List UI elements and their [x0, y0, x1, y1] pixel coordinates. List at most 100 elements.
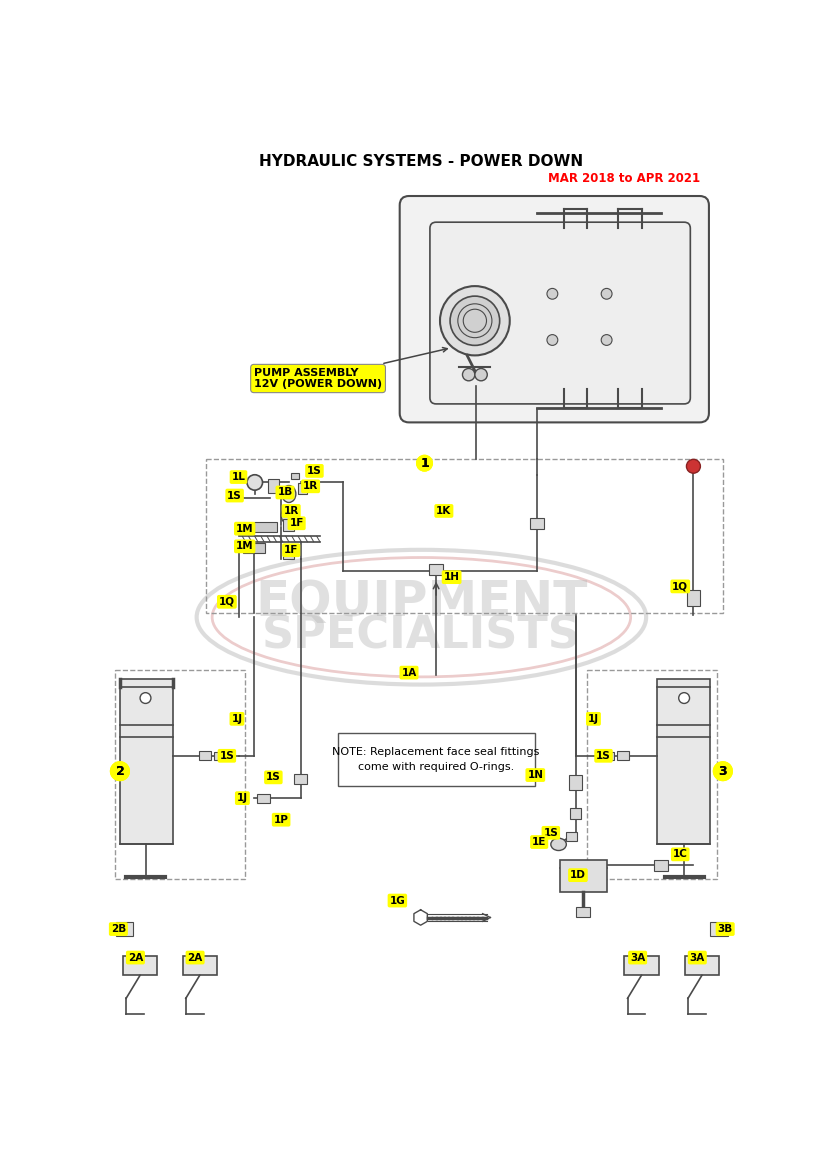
Circle shape — [686, 459, 700, 473]
Text: 1S: 1S — [227, 490, 242, 501]
Text: 1R: 1R — [303, 481, 319, 492]
Bar — [654, 860, 667, 870]
Text: 2: 2 — [115, 764, 124, 778]
Text: 3: 3 — [718, 764, 728, 778]
Circle shape — [247, 475, 263, 490]
Text: 1S: 1S — [266, 772, 281, 783]
Circle shape — [547, 289, 558, 299]
Text: 2A: 2A — [188, 953, 202, 962]
Ellipse shape — [282, 486, 295, 502]
Bar — [530, 518, 544, 529]
Text: 1J: 1J — [237, 793, 248, 803]
Text: 1E: 1E — [532, 836, 546, 847]
Text: 1B: 1B — [277, 487, 293, 497]
Bar — [429, 564, 443, 574]
Text: HYDRAULIC SYSTEMS - POWER DOWN: HYDRAULIC SYSTEMS - POWER DOWN — [259, 154, 584, 169]
Bar — [560, 860, 607, 892]
Bar — [687, 591, 700, 606]
Circle shape — [416, 454, 433, 472]
Circle shape — [463, 368, 475, 381]
Bar — [588, 670, 718, 880]
Text: 1J: 1J — [588, 714, 599, 723]
Text: 1J: 1J — [231, 714, 243, 723]
Bar — [123, 956, 157, 975]
Circle shape — [475, 368, 487, 381]
Circle shape — [713, 761, 733, 782]
Bar — [298, 483, 308, 494]
Circle shape — [450, 296, 500, 345]
Text: 1N: 1N — [528, 770, 543, 781]
Text: 1S: 1S — [543, 828, 558, 838]
Bar — [283, 545, 295, 559]
Text: 1D: 1D — [570, 870, 586, 880]
Bar — [268, 479, 279, 493]
Bar — [570, 809, 581, 819]
Text: PUMP ASSEMBLY
12V (POWER DOWN): PUMP ASSEMBLY 12V (POWER DOWN) — [254, 347, 447, 389]
Bar — [576, 908, 590, 917]
Text: 1P: 1P — [274, 814, 289, 825]
Text: 3A: 3A — [690, 953, 705, 962]
Text: 1K: 1K — [436, 506, 452, 516]
Circle shape — [601, 334, 612, 345]
Text: 1C: 1C — [673, 849, 688, 860]
Text: 1S: 1S — [307, 466, 322, 475]
Circle shape — [679, 693, 690, 704]
Text: 1M: 1M — [236, 542, 253, 551]
Bar — [183, 956, 216, 975]
Bar — [607, 751, 615, 760]
Circle shape — [601, 289, 612, 299]
Text: 3: 3 — [718, 764, 728, 778]
Circle shape — [440, 287, 509, 355]
Text: 2A: 2A — [128, 953, 143, 962]
Bar — [254, 522, 277, 531]
Circle shape — [140, 693, 151, 704]
Bar — [120, 679, 173, 845]
Bar — [214, 751, 221, 760]
Bar — [657, 679, 709, 845]
Ellipse shape — [551, 838, 566, 850]
Bar — [114, 670, 244, 880]
Bar — [625, 956, 658, 975]
Text: 2: 2 — [115, 764, 124, 778]
Text: 1Q: 1Q — [219, 596, 235, 607]
Circle shape — [109, 761, 130, 782]
Bar — [685, 956, 719, 975]
Circle shape — [109, 761, 130, 782]
Circle shape — [416, 454, 433, 472]
Bar — [566, 832, 577, 841]
Bar — [570, 775, 582, 790]
Bar — [116, 923, 133, 935]
Bar — [257, 793, 269, 803]
Text: 3B: 3B — [718, 924, 732, 934]
Circle shape — [713, 761, 733, 782]
Text: 1R: 1R — [284, 506, 299, 516]
Text: MAR 2018 to APR 2021: MAR 2018 to APR 2021 — [547, 172, 700, 185]
Bar — [291, 473, 299, 479]
Bar — [206, 459, 723, 613]
Bar — [199, 751, 212, 761]
Text: EQUIPMENT: EQUIPMENT — [255, 578, 588, 626]
Circle shape — [547, 334, 558, 345]
Text: 1F: 1F — [284, 545, 299, 556]
Bar — [243, 543, 265, 553]
Text: 3A: 3A — [630, 953, 645, 962]
Text: 1S: 1S — [596, 750, 611, 761]
Text: SPECIALISTS: SPECIALISTS — [262, 615, 581, 658]
Bar — [295, 775, 307, 784]
Text: NOTE: Replacement face seal fittings
come with required O-rings.: NOTE: Replacement face seal fittings com… — [332, 747, 540, 772]
Bar — [283, 518, 295, 531]
Text: 1F: 1F — [290, 518, 304, 528]
FancyBboxPatch shape — [338, 734, 535, 786]
FancyBboxPatch shape — [400, 196, 709, 423]
Text: 2B: 2B — [111, 924, 126, 934]
Text: 1H: 1H — [444, 572, 459, 582]
Text: 1S: 1S — [220, 750, 235, 761]
FancyBboxPatch shape — [430, 223, 690, 404]
Bar — [616, 751, 629, 761]
Bar — [710, 923, 728, 935]
Text: 1M: 1M — [236, 523, 253, 534]
Text: 1A: 1A — [402, 668, 416, 678]
Text: 1Q: 1Q — [672, 581, 688, 592]
Ellipse shape — [281, 508, 294, 523]
Text: 1: 1 — [420, 457, 429, 469]
